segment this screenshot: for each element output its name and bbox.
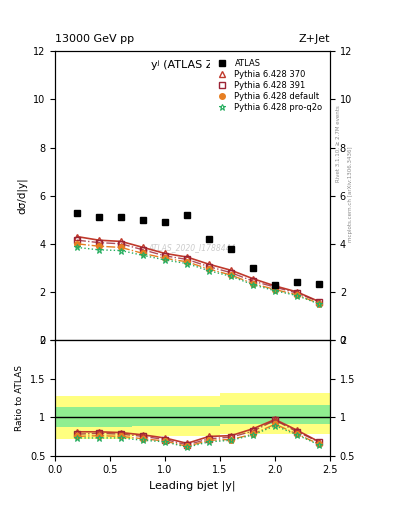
Pythia 6.428 default — [185, 259, 189, 265]
Pythia 6.428 391 — [163, 253, 167, 259]
Text: mcplots.cern.ch [arXiv:1306.3436]: mcplots.cern.ch [arXiv:1306.3436] — [348, 147, 353, 242]
Line: Pythia 6.428 370: Pythia 6.428 370 — [74, 234, 322, 304]
Y-axis label: Ratio to ATLAS: Ratio to ATLAS — [15, 365, 24, 431]
Pythia 6.428 391 — [251, 278, 255, 284]
Text: Rivet 3.1.10, ≥ 2.7M events: Rivet 3.1.10, ≥ 2.7M events — [336, 105, 341, 182]
ATLAS — [163, 219, 167, 225]
Line: ATLAS: ATLAS — [74, 209, 322, 288]
ATLAS — [97, 214, 101, 220]
Pythia 6.428 pro-q2o — [207, 268, 211, 274]
Pythia 6.428 pro-q2o — [185, 261, 189, 267]
Pythia 6.428 default — [295, 292, 299, 298]
Pythia 6.428 default — [207, 266, 211, 272]
Pythia 6.428 391 — [75, 237, 79, 243]
Pythia 6.428 391 — [273, 284, 277, 290]
ATLAS — [229, 246, 233, 252]
Pythia 6.428 370 — [273, 283, 277, 289]
Line: Pythia 6.428 default: Pythia 6.428 default — [74, 241, 322, 306]
ATLAS — [317, 281, 321, 287]
Pythia 6.428 391 — [119, 241, 123, 247]
Pythia 6.428 pro-q2o — [75, 244, 79, 250]
Text: ATLAS_2020_I1788444: ATLAS_2020_I1788444 — [149, 243, 236, 252]
Pythia 6.428 default — [119, 244, 123, 250]
Pythia 6.428 370 — [119, 238, 123, 244]
Pythia 6.428 370 — [163, 250, 167, 257]
ATLAS — [207, 236, 211, 242]
Pythia 6.428 default — [97, 243, 101, 249]
ATLAS — [295, 279, 299, 285]
Pythia 6.428 391 — [207, 264, 211, 270]
ATLAS — [119, 214, 123, 220]
Pythia 6.428 391 — [185, 257, 189, 263]
Pythia 6.428 391 — [141, 247, 145, 253]
Pythia 6.428 370 — [229, 267, 233, 273]
Pythia 6.428 370 — [75, 233, 79, 240]
Pythia 6.428 391 — [317, 298, 321, 305]
Text: yʲ (ATLAS Z+b): yʲ (ATLAS Z+b) — [151, 60, 234, 70]
ATLAS — [141, 217, 145, 223]
ATLAS — [185, 212, 189, 218]
Pythia 6.428 391 — [295, 290, 299, 296]
Legend: ATLAS, Pythia 6.428 370, Pythia 6.428 391, Pythia 6.428 default, Pythia 6.428 pr: ATLAS, Pythia 6.428 370, Pythia 6.428 39… — [210, 55, 326, 115]
Pythia 6.428 pro-q2o — [229, 273, 233, 280]
Pythia 6.428 pro-q2o — [251, 282, 255, 288]
Pythia 6.428 370 — [251, 275, 255, 282]
Pythia 6.428 pro-q2o — [141, 252, 145, 259]
Pythia 6.428 370 — [317, 298, 321, 305]
Pythia 6.428 default — [251, 281, 255, 287]
Pythia 6.428 370 — [141, 244, 145, 250]
Pythia 6.428 pro-q2o — [295, 292, 299, 298]
Pythia 6.428 370 — [185, 254, 189, 260]
ATLAS — [75, 209, 79, 216]
X-axis label: Leading bjet |y|: Leading bjet |y| — [149, 481, 236, 492]
Pythia 6.428 391 — [97, 240, 101, 246]
ATLAS — [273, 282, 277, 288]
Y-axis label: dσ/d|y|: dσ/d|y| — [17, 177, 28, 214]
Line: Pythia 6.428 pro-q2o: Pythia 6.428 pro-q2o — [73, 244, 323, 308]
Pythia 6.428 default — [163, 255, 167, 261]
Pythia 6.428 pro-q2o — [97, 247, 101, 253]
Pythia 6.428 default — [75, 241, 79, 247]
Pythia 6.428 pro-q2o — [273, 288, 277, 294]
Text: 13000 GeV pp: 13000 GeV pp — [55, 33, 134, 44]
Pythia 6.428 pro-q2o — [317, 301, 321, 307]
Line: Pythia 6.428 391: Pythia 6.428 391 — [74, 238, 322, 304]
Pythia 6.428 370 — [207, 261, 211, 267]
ATLAS — [251, 265, 255, 271]
Pythia 6.428 default — [317, 301, 321, 307]
Pythia 6.428 370 — [295, 289, 299, 295]
Text: Z+Jet: Z+Jet — [299, 33, 330, 44]
Pythia 6.428 391 — [229, 270, 233, 276]
Pythia 6.428 370 — [97, 237, 101, 243]
Pythia 6.428 default — [141, 250, 145, 257]
Pythia 6.428 pro-q2o — [119, 247, 123, 253]
Pythia 6.428 default — [273, 287, 277, 293]
Pythia 6.428 default — [229, 272, 233, 278]
Pythia 6.428 pro-q2o — [163, 257, 167, 263]
